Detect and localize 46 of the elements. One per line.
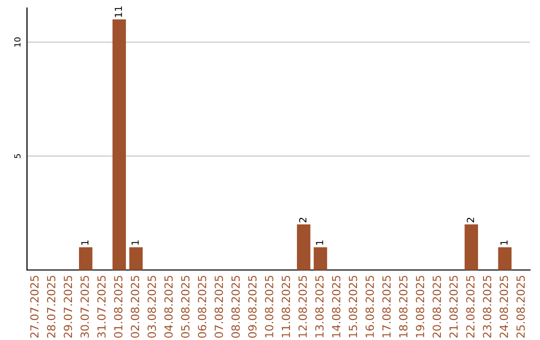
- x-tick-label: 06.08.2025: [198, 276, 206, 338]
- x-tick-label: 21.08.2025: [449, 276, 458, 338]
- data-label: 1: [316, 240, 324, 245]
- x-tick-label: 09.08.2025: [248, 276, 257, 338]
- x-tick-label: 05.08.2025: [181, 276, 190, 338]
- x-tick-label: 29.07.2025: [64, 276, 72, 338]
- bar: [78, 247, 92, 270]
- x-tick-label: 08.08.2025: [231, 276, 240, 338]
- x-tick-label: 11.08.2025: [282, 276, 290, 338]
- bar: [464, 224, 478, 270]
- x-tick-label: 15.08.2025: [348, 276, 358, 338]
- y-tick-label: 5: [14, 154, 21, 158]
- data-label: 2: [299, 218, 306, 222]
- x-tick-label: 04.08.2025: [164, 276, 173, 338]
- x-tick-label: 02.08.2025: [130, 276, 140, 338]
- data-label: 1: [500, 240, 508, 245]
- x-tick-label: 18.08.2025: [399, 276, 408, 338]
- y-tick-label: 10: [14, 37, 21, 47]
- x-tick-label: 20.08.2025: [432, 276, 442, 338]
- bar: [129, 247, 143, 270]
- x-tick-label: 19.08.2025: [416, 276, 424, 338]
- bar: [112, 19, 126, 270]
- data-label: 11: [114, 6, 122, 17]
- bar: [314, 247, 328, 270]
- data-label: 1: [81, 240, 88, 245]
- x-tick-label: 25.08.2025: [516, 276, 525, 338]
- x-tick-label: 31.07.2025: [97, 276, 106, 338]
- x-tick-label: 27.07.2025: [30, 276, 39, 338]
- x-tick-label: 13.08.2025: [315, 276, 324, 338]
- x-tick-label: 03.08.2025: [148, 276, 156, 338]
- bar: [296, 224, 310, 270]
- x-tick-label: 24.08.2025: [500, 276, 508, 338]
- x-tick-label: 30.07.2025: [80, 276, 89, 338]
- data-label: 2: [466, 218, 474, 222]
- bar: [498, 247, 512, 270]
- x-tick-label: 28.07.2025: [46, 276, 56, 338]
- x-tick-label: 10.08.2025: [264, 276, 274, 338]
- x-tick-label: 01.08.2025: [114, 276, 122, 338]
- x-tick-label: 17.08.2025: [382, 276, 391, 338]
- data-label: 1: [132, 240, 139, 245]
- x-tick-label: 14.08.2025: [332, 276, 340, 338]
- x-tick-label: 22.08.2025: [466, 276, 475, 338]
- x-tick-label: 23.08.2025: [482, 276, 492, 338]
- x-tick-label: 12.08.2025: [298, 276, 307, 338]
- x-tick-label: 16.08.2025: [366, 276, 374, 338]
- x-tick-label: 07.08.2025: [214, 276, 224, 338]
